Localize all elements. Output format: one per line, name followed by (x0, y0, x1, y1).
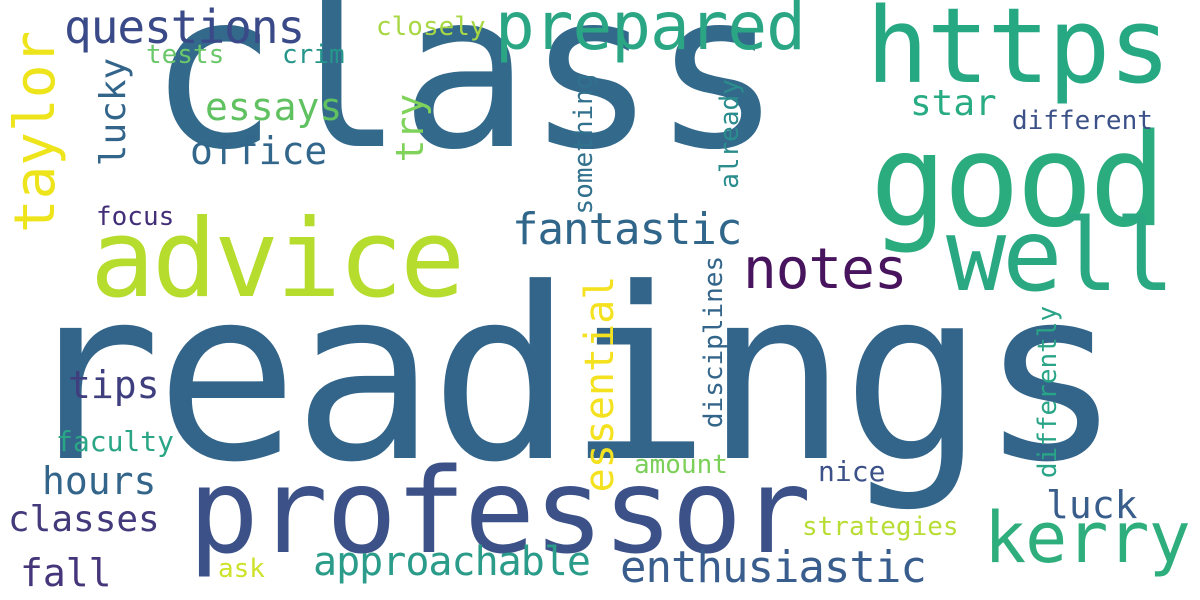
word-notes: notes (743, 237, 908, 302)
word-nice: nice (818, 455, 886, 488)
word-closely: closely (376, 12, 486, 42)
word-approachable: approachable (313, 539, 591, 585)
word-class: class (148, 0, 782, 197)
word-well: well (946, 197, 1175, 314)
word-advice: advice (90, 197, 465, 322)
word-kerry: kerry (984, 497, 1191, 579)
word-classes: classes (8, 499, 160, 540)
word-tests: tests (146, 40, 225, 70)
word-crim: crim (282, 40, 345, 70)
word-professor: professor (188, 442, 811, 580)
word-ask: ask (218, 554, 265, 584)
word-essays: essays (205, 85, 343, 129)
word-lucky: lucky (93, 57, 134, 167)
word-already: already (715, 79, 745, 189)
word-disciplines: disciplines (699, 255, 729, 429)
word-good: good (870, 107, 1166, 256)
word-different: different (1012, 106, 1153, 136)
word-something: something (569, 73, 599, 215)
word-strategies: strategies (802, 512, 959, 542)
word-prepared: prepared (495, 0, 806, 65)
word-faculty: faculty (56, 425, 175, 458)
word-readings: readings (18, 238, 1122, 515)
word-enthusiastic: enthusiastic (620, 542, 927, 593)
word-try: try (388, 93, 432, 163)
word-focus: focus (96, 202, 175, 232)
word-star: star (910, 83, 997, 124)
word-https: https (866, 0, 1171, 107)
word-questions: questions (64, 0, 305, 54)
word-office: office (190, 129, 328, 173)
word-essential: essential (577, 275, 623, 493)
word-tips: tips (68, 363, 160, 407)
word-luck: luck (1046, 483, 1138, 527)
word-differently: differently (1033, 305, 1063, 479)
word-fantastic: fantastic (512, 204, 742, 255)
word-hours: hours (42, 459, 157, 503)
word-fall: fall (20, 551, 112, 595)
word-amount: amount (634, 450, 728, 480)
word-taylor: taylor (3, 30, 68, 234)
